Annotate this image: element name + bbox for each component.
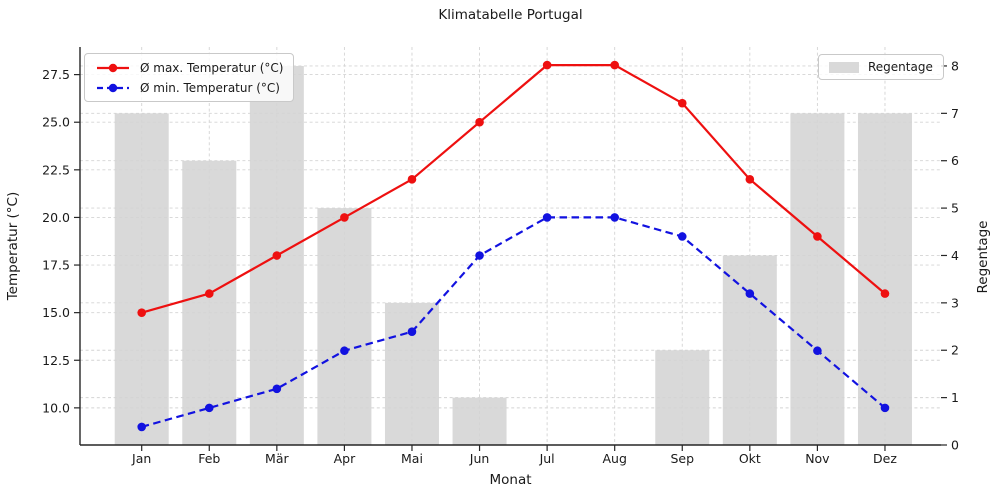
- svg-text:Mai: Mai: [401, 451, 423, 466]
- svg-text:Sep: Sep: [670, 451, 694, 466]
- gridlines: [80, 47, 941, 445]
- svg-text:20.0: 20.0: [42, 210, 70, 225]
- svg-text:Aug: Aug: [602, 451, 626, 466]
- svg-text:1: 1: [951, 390, 959, 405]
- svg-text:17.5: 17.5: [42, 258, 70, 273]
- series-max-temp: [137, 60, 890, 317]
- svg-text:2: 2: [951, 343, 959, 358]
- legend-label-min: Ø min. Temperatur (°C): [140, 80, 280, 95]
- svg-text:Nov: Nov: [805, 451, 830, 466]
- svg-text:4: 4: [951, 248, 959, 263]
- svg-text:Okt: Okt: [739, 451, 761, 466]
- svg-text:0: 0: [951, 438, 959, 453]
- svg-text:Mär: Mär: [265, 451, 289, 466]
- svg-text:22.5: 22.5: [42, 162, 70, 177]
- rain-bar-swatch-icon: [829, 61, 859, 73]
- min-temp-line-icon: [97, 83, 129, 92]
- svg-text:Jun: Jun: [469, 451, 490, 466]
- legend-item-min: Ø min. Temperatur (°C): [95, 79, 283, 96]
- svg-text:5: 5: [951, 201, 959, 216]
- axes-spines: [79, 47, 941, 446]
- legend-temperature: Ø max. Temperatur (°C) Ø min. Temperatur…: [84, 53, 295, 102]
- legend-label-rain: Regentage: [868, 60, 933, 74]
- svg-text:27.5: 27.5: [42, 67, 70, 82]
- svg-text:15.0: 15.0: [42, 305, 70, 320]
- chart-title: Klimatabelle Portugal: [438, 7, 583, 23]
- svg-text:3: 3: [951, 295, 959, 310]
- svg-text:Apr: Apr: [334, 451, 356, 466]
- legend-item-max: Ø max. Temperatur (°C): [95, 59, 283, 76]
- axis-ticks: 27.5 25.0 22.5 20.0 17.5 15.0 12.5 10.0 0 1 2 3 4 5 6 7…: [42, 58, 959, 466]
- svg-text:Feb: Feb: [198, 451, 220, 466]
- series-min-temp: [137, 213, 890, 432]
- svg-text:6: 6: [951, 153, 959, 168]
- y-axis-label-right: Regentage: [975, 220, 991, 294]
- max-temp-line-icon: [97, 63, 129, 72]
- svg-text:10.0: 10.0: [42, 400, 70, 415]
- legend-rain: Regentage: [818, 54, 944, 80]
- y-axis-label-left: Temperatur (°C): [5, 191, 21, 301]
- svg-text:8: 8: [951, 58, 959, 73]
- svg-text:7: 7: [951, 106, 959, 121]
- svg-text:Dez: Dez: [873, 451, 897, 466]
- legend-label-max: Ø max. Temperatur (°C): [140, 60, 284, 75]
- svg-text:Jan: Jan: [131, 451, 151, 466]
- svg-text:25.0: 25.0: [42, 115, 70, 130]
- svg-text:12.5: 12.5: [42, 353, 70, 368]
- svg-text:Jul: Jul: [539, 451, 555, 466]
- x-axis-label: Monat: [489, 472, 532, 488]
